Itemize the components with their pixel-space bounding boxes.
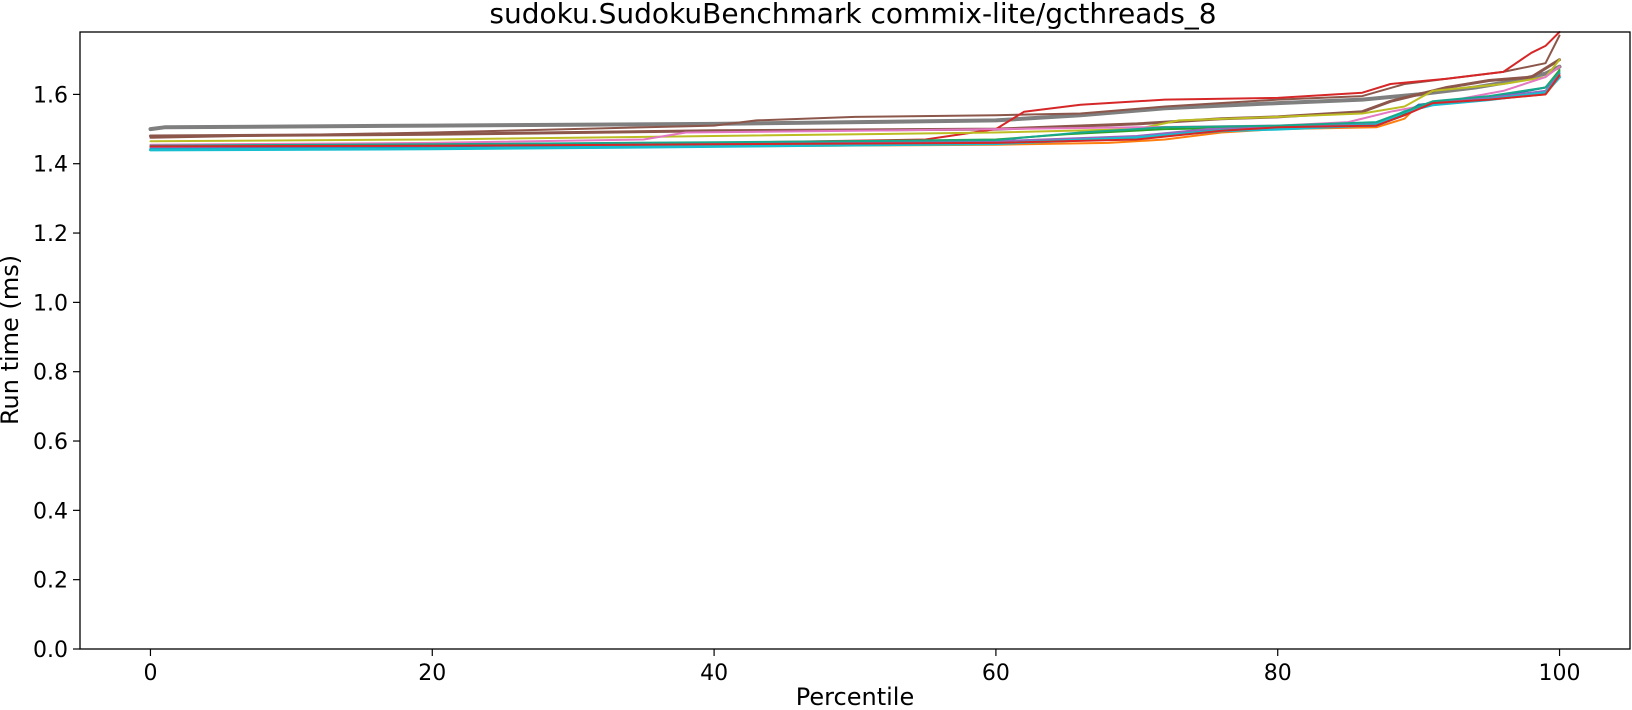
y-tick-label: 0.2 <box>33 569 68 594</box>
x-tick-label: 0 <box>143 661 157 686</box>
y-axis: 0.0 0.2 0.4 0.6 0.8 1.0 1.2 1.4 1.6 <box>33 83 80 663</box>
x-tick-label: 100 <box>1539 661 1581 686</box>
x-axis-label: Percentile <box>796 683 914 710</box>
x-axis: 0 20 40 60 80 100 <box>143 649 1581 686</box>
x-tick-label: 60 <box>982 661 1010 686</box>
y-tick-label: 0.8 <box>33 361 68 386</box>
y-tick-label: 1.0 <box>33 291 68 316</box>
x-tick-label: 40 <box>700 661 728 686</box>
x-tick-label: 80 <box>1264 661 1292 686</box>
y-tick-label: 1.2 <box>33 222 68 247</box>
y-tick-label: 0.4 <box>33 499 68 524</box>
y-tick-label: 1.6 <box>33 83 68 108</box>
series-line-1 <box>148 64 1562 132</box>
series-line-12 <box>149 70 1561 147</box>
chart-title: sudoku.SudokuBenchmark commix-lite/gcthr… <box>489 0 1216 30</box>
series-line-13 <box>149 74 1561 148</box>
plot-frame <box>79 31 1631 650</box>
series-lines <box>148 31 1562 152</box>
y-axis-label: Run time (ms) <box>0 255 24 425</box>
x-tick-label: 20 <box>418 661 446 686</box>
series-line-9 <box>149 72 1561 150</box>
y-tick-label: 1.4 <box>33 153 68 178</box>
y-tick-label: 0.6 <box>33 430 68 455</box>
y-tick-label: 0.0 <box>33 638 68 663</box>
series-line-5 <box>149 58 1561 143</box>
